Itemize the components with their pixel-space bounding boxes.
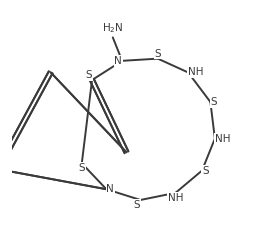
Text: NH: NH xyxy=(168,193,183,203)
Text: S: S xyxy=(78,163,85,173)
Text: S: S xyxy=(134,200,140,210)
Text: S: S xyxy=(202,166,208,176)
Text: NH: NH xyxy=(215,134,230,144)
Text: NH: NH xyxy=(188,67,204,77)
Text: S: S xyxy=(155,49,161,59)
Text: S: S xyxy=(210,97,217,107)
Text: N: N xyxy=(114,56,122,66)
Text: H$_2$N: H$_2$N xyxy=(102,21,124,35)
Text: S: S xyxy=(85,70,92,80)
Text: N: N xyxy=(106,184,114,194)
